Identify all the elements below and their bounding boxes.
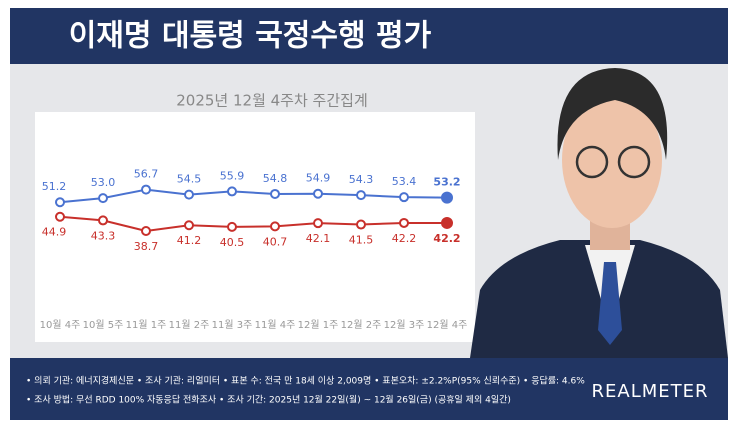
point — [399, 192, 409, 203]
point — [184, 220, 194, 231]
point — [55, 197, 65, 208]
x-tick-label: 12월 3주 — [384, 319, 425, 331]
point — [55, 211, 65, 222]
point — [313, 188, 323, 199]
point — [356, 190, 366, 201]
value-label: 54.3 — [349, 173, 374, 186]
value-label: 56.7 — [134, 168, 159, 181]
x-tick-label: 11월 3주 — [212, 319, 253, 331]
series-line — [59, 215, 447, 233]
value-label: 53.2 — [433, 176, 460, 189]
value-label: 51.2 — [42, 180, 67, 193]
footer — [10, 358, 728, 420]
logo: REALMETER — [592, 381, 709, 402]
glasses — [575, 145, 609, 179]
x-tick-label: 12월 1주 — [298, 319, 339, 331]
series-line — [59, 188, 448, 204]
note: • 조사 방법: 무선 RDD 100% 자동응답 전화조사 • 조사 기간: … — [26, 394, 511, 406]
x-tick-label: 10월 4주 — [40, 319, 81, 331]
value-label: 54.5 — [177, 173, 202, 186]
value-label: 41.2 — [177, 234, 202, 247]
x-tick-label: 11월 1주 — [126, 319, 167, 331]
value-label: 41.5 — [349, 234, 374, 247]
portrait — [470, 68, 728, 358]
point — [356, 219, 366, 230]
x-tick-label: 10월 5주 — [83, 319, 124, 331]
x-tick-label: 12월 2주 — [341, 319, 382, 331]
value-label: 40.5 — [220, 236, 245, 249]
chart-subtitle: 2025년 12월 4주차 주간집계 — [176, 92, 368, 110]
value-label: 53.0 — [91, 176, 116, 189]
value-label: 42.2 — [392, 232, 417, 245]
hair — [557, 68, 668, 160]
x-tick-label: 11월 4주 — [255, 319, 296, 331]
point — [270, 188, 280, 199]
point — [184, 189, 194, 200]
point — [141, 225, 151, 236]
point — [441, 216, 453, 229]
title-banner — [10, 8, 728, 64]
value-label: 42.2 — [433, 232, 460, 245]
value-label: 55.9 — [220, 169, 245, 182]
face — [562, 92, 662, 228]
note: • 의뢰 기관: 에너지경제신문 • 조사 기관: 리얼미터 • 표본 수: 전… — [26, 375, 585, 387]
point — [98, 193, 108, 204]
x-tick-label: 12월 4주 — [427, 319, 468, 331]
point — [98, 215, 108, 226]
point — [270, 221, 280, 232]
point — [313, 218, 323, 229]
value-label: 43.3 — [91, 229, 116, 242]
point — [399, 217, 409, 228]
value-label: 54.9 — [306, 172, 331, 185]
value-label: 42.1 — [306, 232, 331, 245]
value-label: 54.8 — [263, 172, 288, 185]
tie — [598, 262, 622, 345]
point — [441, 191, 453, 204]
chart-title: 이재명 대통령 국정수행 평가 — [69, 19, 432, 54]
point — [141, 184, 151, 195]
value-label: 38.7 — [134, 240, 159, 253]
value-label: 40.7 — [263, 235, 288, 248]
value-label: 53.4 — [392, 175, 417, 188]
point — [227, 221, 237, 232]
glasses — [617, 145, 651, 179]
point — [227, 186, 237, 197]
suit — [470, 240, 728, 358]
x-tick-label: 11월 2주 — [169, 319, 210, 331]
value-label: 44.9 — [42, 226, 67, 239]
